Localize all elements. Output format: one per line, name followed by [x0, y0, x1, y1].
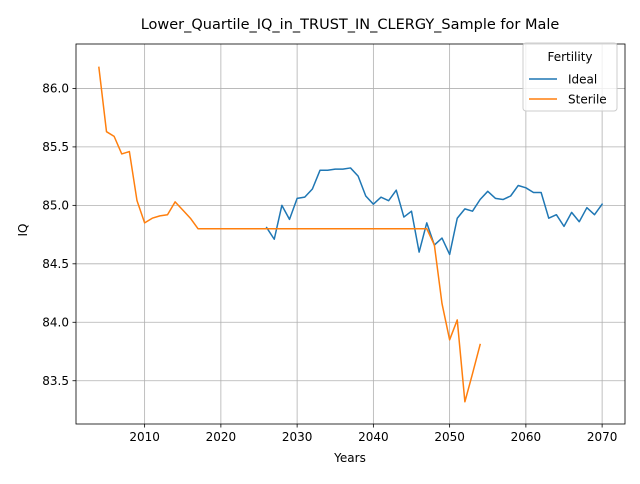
grid	[76, 44, 625, 424]
y-tick-label: 85.0	[42, 199, 69, 213]
x-tick-label: 2040	[358, 430, 389, 444]
y-axis-ticks: 83.5 84.0 84.5 85.0 85.5 86.0	[42, 82, 76, 388]
legend-label-ideal: Ideal	[568, 72, 597, 86]
x-tick-label: 2020	[206, 430, 237, 444]
y-tick-label: 84.0	[42, 316, 69, 330]
series-line-sterile	[98, 66, 482, 403]
legend: Fertility Ideal Sterile	[522, 42, 618, 112]
x-axis-label: Years	[333, 451, 366, 465]
x-axis-ticks: 2010 2020 2030 2040 2050 2060 2070	[129, 424, 617, 444]
legend-label-sterile: Sterile	[568, 92, 607, 106]
series-lines	[98, 66, 604, 403]
legend-entries: Ideal Sterile	[529, 72, 607, 106]
y-tick-label: 84.5	[42, 257, 69, 271]
y-tick-label: 85.5	[42, 140, 69, 154]
legend-title: Fertility	[547, 50, 592, 64]
x-tick-label: 2050	[434, 430, 465, 444]
x-tick-label: 2070	[587, 430, 618, 444]
legend-box	[522, 42, 618, 112]
x-tick-label: 2030	[282, 430, 313, 444]
x-tick-label: 2010	[129, 430, 160, 444]
chart-title: Lower_Quartile_IQ_in_TRUST_IN_CLERGY_Sam…	[141, 17, 560, 33]
y-axis-label: IQ	[16, 224, 30, 237]
plot-frame	[75, 43, 626, 425]
y-tick-label: 83.5	[42, 374, 69, 388]
y-tick-label: 86.0	[42, 82, 69, 96]
x-tick-label: 2060	[511, 430, 542, 444]
